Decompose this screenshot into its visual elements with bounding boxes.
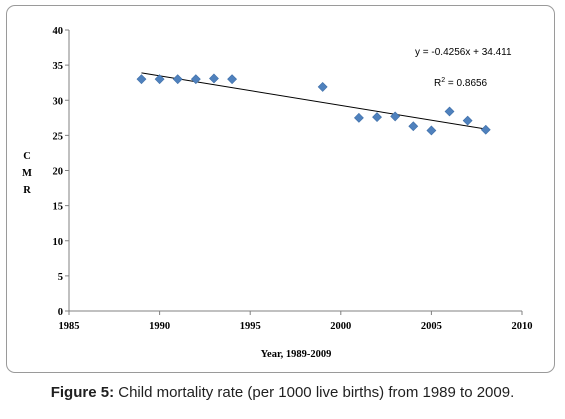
x-tick-label: 1995 — [240, 321, 261, 332]
x-tick-label: 2000 — [330, 321, 351, 332]
trendline-equation: y = -0.4256x + 34.411 — [415, 47, 512, 58]
x-tick-label: 2005 — [421, 321, 442, 332]
y-tick-label: 0 — [58, 307, 63, 318]
y-tick-label: 10 — [53, 237, 64, 248]
data-point — [408, 121, 419, 132]
r-squared-exponent: 2 — [441, 77, 445, 84]
data-point — [227, 74, 238, 85]
chart-frame — [6, 5, 555, 373]
y-ticks: 0 5 10 15 20 25 30 35 40 — [53, 26, 69, 318]
data-point — [317, 81, 328, 92]
data-point — [372, 112, 382, 123]
y-tick-label: 30 — [53, 96, 64, 107]
y-axis-title: CMR — [22, 151, 32, 196]
caption-label: Figure 5: — [50, 384, 115, 401]
data-point — [462, 115, 473, 126]
x-ticks: 1985 1990 1995 2000 2005 2010 — [59, 311, 533, 332]
data-point — [426, 125, 437, 136]
figure-caption: Figure 5: Child mortality rate (per 1000… — [0, 384, 565, 401]
y-tick-label: 20 — [53, 167, 64, 178]
y-axis-title-letter: M — [22, 168, 32, 179]
data-point — [444, 106, 455, 117]
data-point — [209, 73, 219, 84]
r-squared-label: R2 = 0.8656 — [434, 77, 488, 89]
x-tick-label: 1985 — [59, 321, 80, 332]
trendline — [141, 72, 486, 130]
data-point — [136, 74, 147, 85]
y-tick-label: 35 — [53, 61, 64, 72]
y-tick-label: 5 — [58, 272, 63, 283]
data-point — [480, 124, 491, 135]
axes — [68, 30, 522, 312]
x-axis-title: Year, 1989-2009 — [261, 349, 332, 360]
y-tick-label: 25 — [53, 131, 64, 142]
data-point — [390, 111, 401, 122]
x-tick-label: 1990 — [149, 321, 170, 332]
caption-text: Child mortality rate (per 1000 live birt… — [114, 384, 515, 401]
x-tick-label: 2010 — [512, 321, 533, 332]
data-point — [353, 112, 364, 123]
r-squared-value: = 0.8656 — [445, 78, 487, 89]
data-points — [136, 73, 491, 136]
r-squared-r: R — [434, 78, 441, 89]
y-axis-title-letter: R — [23, 185, 31, 196]
data-point — [172, 74, 183, 85]
data-point — [154, 74, 165, 85]
y-tick-label: 40 — [53, 26, 64, 37]
data-point — [190, 74, 201, 85]
y-tick-label: 15 — [53, 202, 64, 213]
y-axis-title-letter: C — [23, 151, 31, 162]
scatter-chart: 0 5 10 15 20 25 30 35 40 1985 1990 1995 2000 2005 201… — [22, 26, 533, 360]
